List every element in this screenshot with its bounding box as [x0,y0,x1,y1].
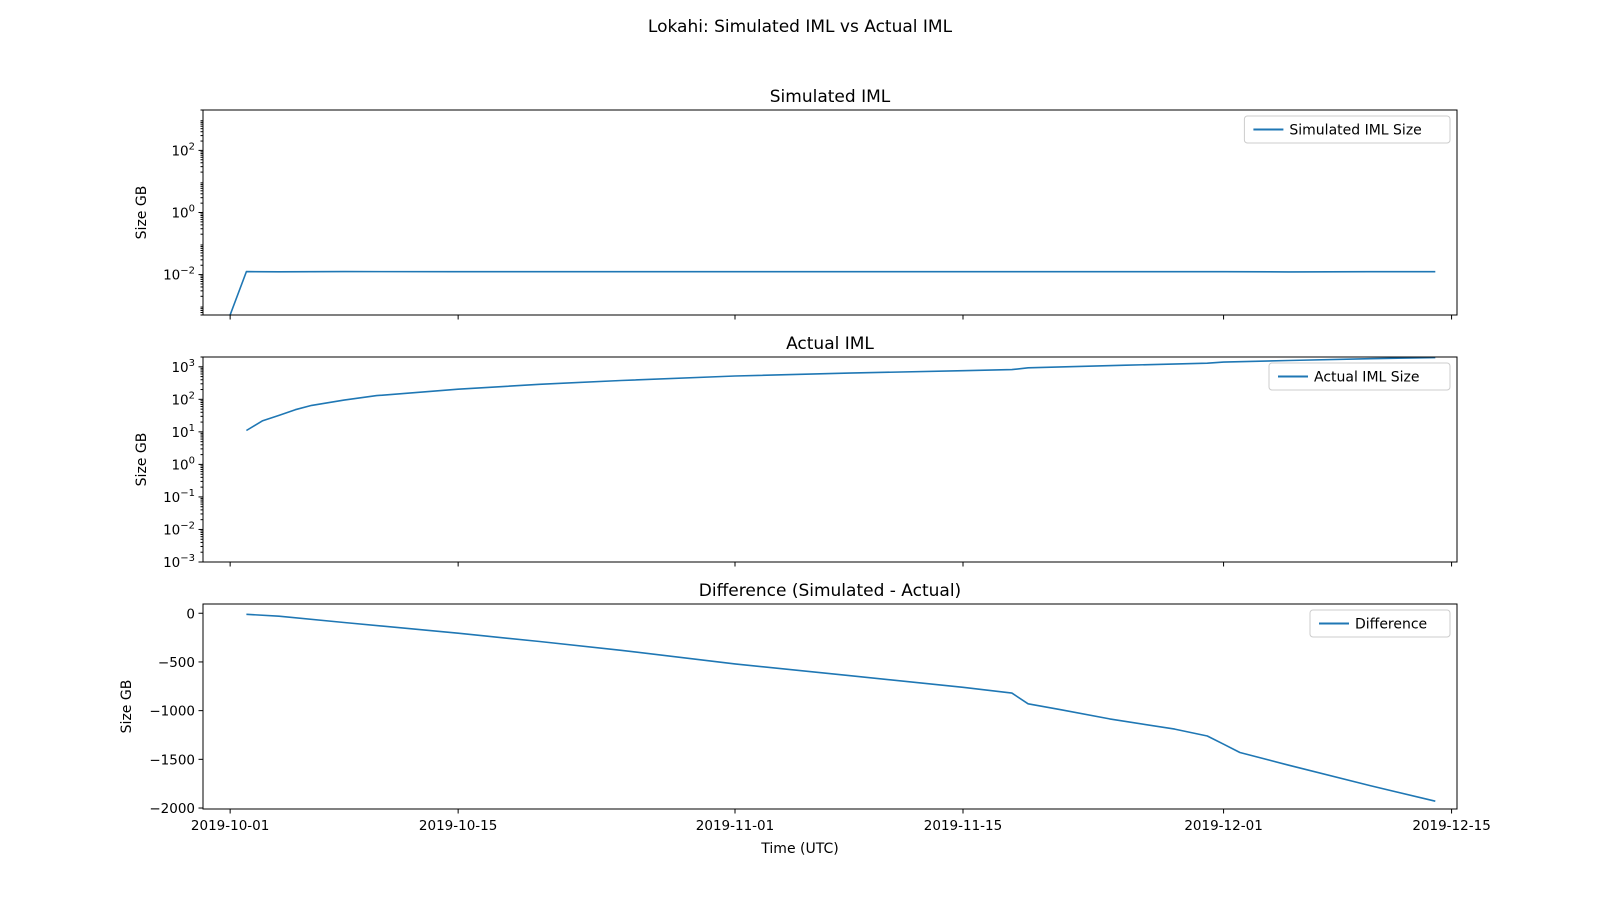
panel-title: Difference (Simulated - Actual) [699,581,961,601]
y-tick-label: 102 [171,390,195,408]
plot-frame [202,109,1458,316]
y-tick-label: 100 [171,455,195,473]
legend-box [1243,115,1451,144]
x-tick-label: 2019-11-01 [696,818,774,834]
y-tick-label: 101 [171,423,195,441]
legend-label: Actual IML Size [1314,370,1420,386]
x-axis-label: Time (UTC) [760,841,838,857]
plot-frame [202,603,1458,810]
panel-1: Simulated IML Size GB 102 100 10−2 Simulated … [134,87,1458,320]
y-tick-label: 100 [171,204,195,222]
legend-label: Simulated IML Size [1289,123,1421,139]
series-line [246,613,1436,802]
legend: Actual IML Size [1268,362,1451,391]
y-tick-label: −500 [158,655,195,671]
legend-box [1309,609,1451,638]
panel-title: Simulated IML [770,87,891,107]
y-axis-label: Size GB [134,186,150,240]
x-tick-label: 2019-11-15 [924,818,1002,834]
y-tick-label: −1000 [149,704,195,720]
x-tick-label: 2019-12-15 [1412,818,1490,834]
legend-box [1268,362,1451,391]
x-tick-label: 2019-10-01 [191,818,269,834]
y-tick-label: 10−3 [163,553,195,571]
legend-label: Difference [1355,617,1427,633]
figure-title: Lokahi: Simulated IML vs Actual IML [648,17,953,37]
y-axis-label: Size GB [134,433,150,487]
y-tick-label: −1500 [149,752,195,768]
legend: Simulated IML Size [1243,115,1451,144]
y-tick-label: 103 [171,358,195,376]
panel-title: Actual IML [786,334,874,354]
plot-frame [202,356,1458,563]
x-tick-label: 2019-12-01 [1184,818,1262,834]
x-tick-label: 2019-10-15 [419,818,497,834]
series-line [245,357,1436,432]
y-tick-label: 0 [186,606,195,622]
y-tick-label: 10−1 [163,488,195,506]
legend: Difference [1309,609,1451,638]
series-line [229,270,1436,315]
y-tick-label: 102 [171,141,195,159]
y-tick-label: 10−2 [163,520,195,538]
y-tick-label: −2000 [149,801,195,817]
panel-3: Difference (Simulated - Actual) Size GB 0 −… [119,581,1491,834]
y-tick-label: 10−2 [163,266,195,284]
panel-2: Actual IML Size GB 103 102 101 100 10−1 10−2 10−… [134,334,1458,571]
y-axis-label: Size GB [119,680,135,734]
